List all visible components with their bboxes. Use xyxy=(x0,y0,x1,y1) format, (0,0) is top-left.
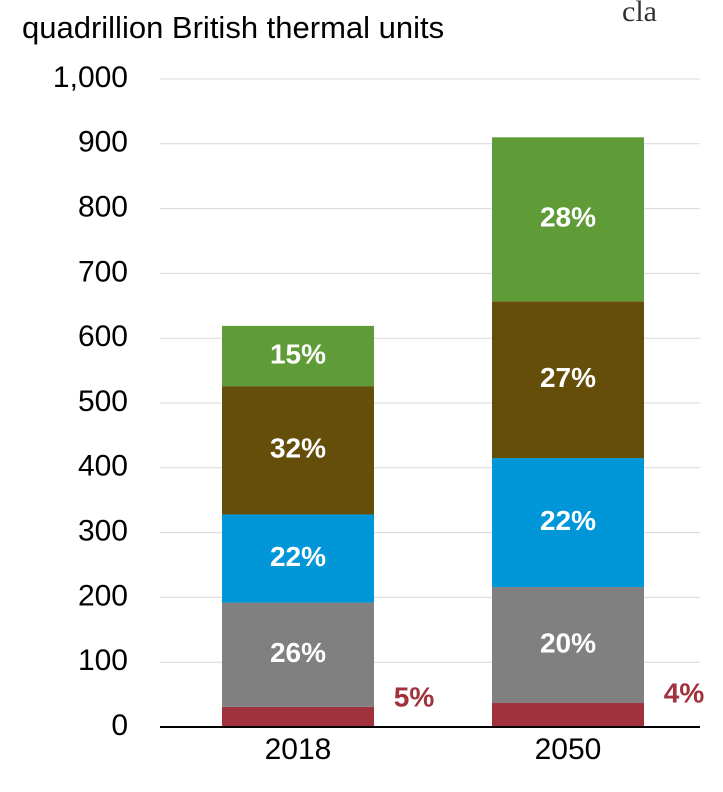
corner-text: cla xyxy=(622,0,657,28)
bar-segment xyxy=(492,587,644,704)
y-tick-label: 200 xyxy=(78,579,128,612)
bar-segment xyxy=(222,514,374,603)
y-tick-label: 800 xyxy=(78,191,128,224)
data-label: 28% xyxy=(540,202,596,233)
bar-segment xyxy=(492,137,644,302)
y-tick-label: 600 xyxy=(78,320,128,353)
data-label: 27% xyxy=(540,362,596,393)
y-tick-label: 900 xyxy=(78,126,128,159)
y-tick-label: 300 xyxy=(78,515,128,548)
data-label: 22% xyxy=(540,505,596,536)
bar-segment xyxy=(492,301,644,459)
y-tick-label: 500 xyxy=(78,385,128,418)
chart-title: quadrillion British thermal units xyxy=(22,10,444,45)
data-label: 20% xyxy=(540,627,596,658)
data-label: 22% xyxy=(270,541,326,572)
bar-segment xyxy=(222,602,374,707)
bar-segment xyxy=(222,706,374,727)
y-tick-label: 1,000 xyxy=(53,61,128,94)
data-label: 32% xyxy=(270,433,326,464)
data-label: 26% xyxy=(270,637,326,668)
data-label: 4% xyxy=(664,677,705,708)
y-tick-label: 0 xyxy=(111,709,128,742)
bar-segment xyxy=(222,325,374,387)
x-tick-label: 2018 xyxy=(265,733,332,766)
bar-segment xyxy=(222,386,374,515)
bar-segment xyxy=(492,458,644,588)
data-label: 5% xyxy=(394,681,435,712)
y-tick-label: 700 xyxy=(78,255,128,288)
data-label: 15% xyxy=(270,338,326,369)
bar-segment xyxy=(492,703,644,727)
y-tick-label: 100 xyxy=(78,644,128,677)
y-tick-label: 400 xyxy=(78,450,128,483)
x-tick-label: 2050 xyxy=(535,733,602,766)
